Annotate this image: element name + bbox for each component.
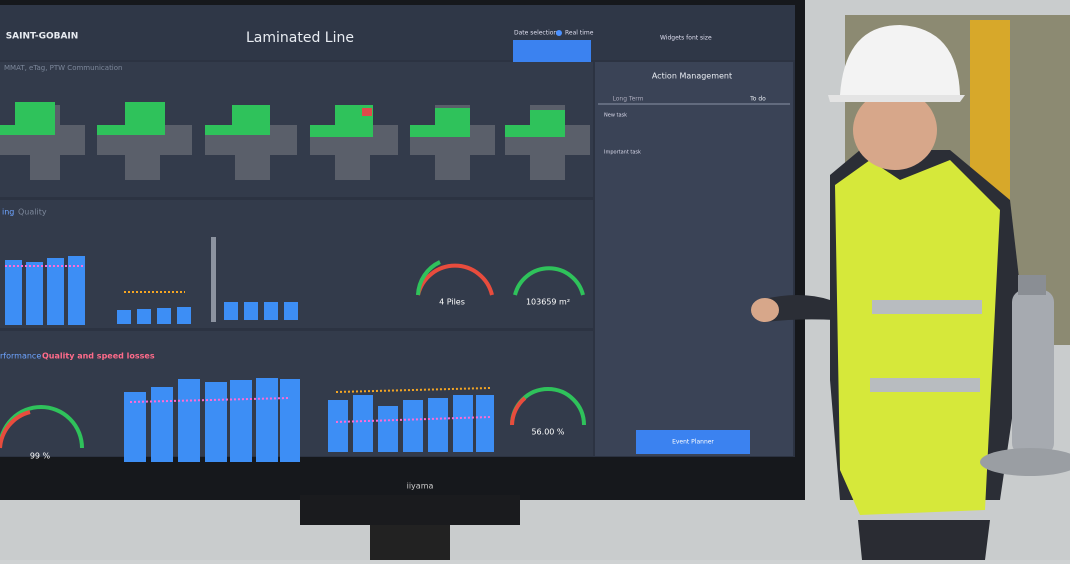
task[interactable]: Important task xyxy=(604,150,641,156)
section-top: MMAT, eTag, PTW Communication xyxy=(4,64,122,72)
action-title: Action Management xyxy=(652,72,732,81)
arm xyxy=(760,295,835,322)
table xyxy=(980,448,1070,476)
tab[interactable]: To do xyxy=(749,96,766,103)
vest xyxy=(835,160,1000,515)
reflective-strip xyxy=(870,378,980,392)
section-bottom: rformance xyxy=(0,352,41,361)
gauge-value: 56.00 % xyxy=(531,428,564,437)
section-middle-tab: Quality xyxy=(18,208,47,217)
gauge-value: 103659 m² xyxy=(526,298,570,307)
widgets: Widgets font size xyxy=(660,35,712,42)
shapes xyxy=(0,105,590,180)
bottle-cap xyxy=(1018,275,1046,295)
gauge-value: 99 % xyxy=(30,452,51,461)
tab[interactable]: Long Term xyxy=(613,96,644,103)
date-button[interactable] xyxy=(513,40,591,62)
reflective-strip xyxy=(872,300,982,314)
event-button-label: Event Planner xyxy=(672,439,714,446)
helmet-brim xyxy=(828,95,965,102)
radio[interactable] xyxy=(556,30,562,36)
section-bottom-tab: Quality and speed losses xyxy=(42,352,155,361)
target-lines xyxy=(5,265,491,423)
hand xyxy=(751,298,779,322)
stand-base xyxy=(370,525,450,560)
trousers xyxy=(858,520,990,560)
bottle xyxy=(1012,290,1054,455)
real-time: Real time xyxy=(565,30,594,37)
header xyxy=(0,5,795,60)
monitor-brand: iiyama xyxy=(407,482,434,491)
action-panel xyxy=(595,62,793,456)
gauge-value: 4 Piles xyxy=(439,298,465,307)
face xyxy=(853,90,937,170)
stand xyxy=(300,495,520,525)
event-button[interactable] xyxy=(636,430,750,454)
task[interactable]: New task xyxy=(604,113,627,119)
gauges xyxy=(0,260,586,449)
title: Laminated Line xyxy=(246,30,354,46)
scale-bar xyxy=(211,237,216,322)
section-middle: ing xyxy=(2,208,14,217)
red-block xyxy=(362,108,372,116)
brand: SAINT-GOBAIN xyxy=(6,32,79,42)
date-label: Date selection xyxy=(514,30,557,37)
helmet xyxy=(840,25,960,95)
